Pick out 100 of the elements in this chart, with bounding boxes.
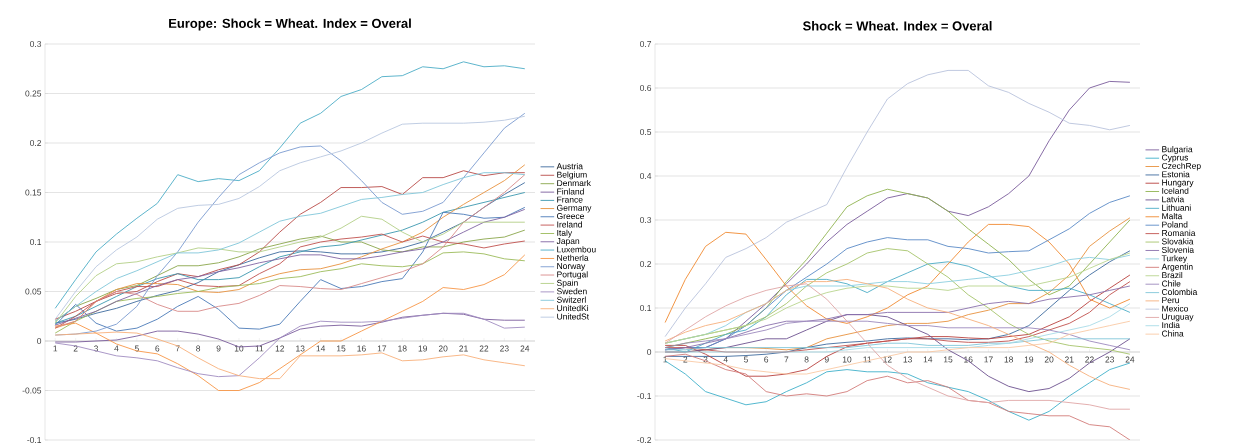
line-series bbox=[664, 223, 1131, 324]
chart-title: Shock = Wheat. Index = Overal bbox=[802, 21, 992, 31]
y-tick-label: 0.1 bbox=[640, 305, 652, 311]
x-tick-label: 8 bbox=[196, 345, 201, 352]
x-tick-label: 18 bbox=[1004, 356, 1013, 363]
legend-label: UnitedSt bbox=[557, 313, 590, 320]
x-tick-label: 7 bbox=[784, 356, 789, 363]
y-tick-label: 0.6 bbox=[640, 85, 652, 91]
x-tick-label: 22 bbox=[479, 345, 489, 352]
x-tick-label: 6 bbox=[155, 345, 160, 352]
x-tick-label: 4 bbox=[723, 356, 728, 363]
x-tick-label: 24 bbox=[1125, 356, 1135, 363]
y-tick-label: 0.3 bbox=[640, 217, 652, 223]
y-tick-label: 0.05 bbox=[25, 288, 42, 295]
x-tick-label: 13 bbox=[903, 356, 912, 363]
y-tick-label: 0.7 bbox=[640, 41, 652, 47]
legend-label: Italy bbox=[557, 229, 573, 238]
x-tick-label: 21 bbox=[459, 345, 468, 352]
x-tick-label: 14 bbox=[316, 345, 326, 352]
legend-label: Chile bbox=[1161, 280, 1181, 287]
x-tick-label: 23 bbox=[500, 345, 509, 352]
x-tick-label: 9 bbox=[216, 345, 221, 352]
y-tick-label: -0.2 bbox=[637, 437, 652, 443]
x-tick-label: 24 bbox=[520, 345, 530, 352]
y-tick-label: 0.15 bbox=[25, 189, 42, 196]
legend-label: Luxembou bbox=[557, 246, 596, 253]
x-tick-label: 1 bbox=[53, 345, 58, 352]
legend-label: CzechRep bbox=[1161, 162, 1201, 171]
x-tick-label: 22 bbox=[1085, 356, 1094, 363]
x-tick-label: 2 bbox=[73, 345, 78, 352]
legend-label: Bulgaria bbox=[1162, 146, 1193, 154]
x-tick-label: 20 bbox=[438, 345, 448, 352]
legend-label: Slovakia bbox=[1161, 238, 1194, 245]
legend-label: Austria bbox=[556, 163, 583, 170]
y-tick-label: 0.3 bbox=[30, 41, 42, 47]
legend-label: Switzerl bbox=[556, 296, 586, 303]
legend-label: China bbox=[1161, 330, 1184, 337]
legend-label: Spain bbox=[556, 279, 578, 288]
x-tick-label: 10 bbox=[842, 356, 852, 363]
y-tick-label: 0 bbox=[647, 349, 652, 355]
legend-label: France bbox=[557, 196, 583, 203]
x-tick-label: 10 bbox=[234, 345, 244, 352]
x-tick-label: 9 bbox=[824, 356, 829, 363]
x-tick-label: 8 bbox=[804, 356, 809, 363]
y-tick-label: 0.1 bbox=[30, 239, 42, 245]
x-tick-label: 21 bbox=[1064, 356, 1074, 363]
y-tick-label: 0 bbox=[37, 338, 42, 344]
x-tick-label: 11 bbox=[255, 345, 264, 352]
y-tick-label: 0.2 bbox=[30, 140, 42, 146]
legend-label: Japan bbox=[556, 238, 580, 246]
legend-label: Uruguay bbox=[1162, 313, 1194, 322]
legend-label: Romania bbox=[1162, 229, 1196, 237]
legend-label: Peru bbox=[1162, 297, 1179, 304]
x-tick-label: 4 bbox=[114, 345, 119, 352]
x-tick-label: 1 bbox=[663, 356, 668, 363]
legend-label: Lithuani bbox=[1162, 204, 1191, 211]
legend-label: Argentin bbox=[1161, 263, 1193, 272]
line-series bbox=[54, 251, 526, 334]
x-tick-label: 3 bbox=[94, 345, 99, 352]
legend-label: Norway bbox=[557, 263, 586, 271]
legend-label: Hungary bbox=[1162, 179, 1194, 188]
legend-label: Latvia bbox=[1162, 196, 1185, 203]
x-tick-label: 2 bbox=[683, 356, 688, 363]
legend-label: Sweden bbox=[556, 288, 587, 295]
chart-title: Europe: Shock = Wheat. Index = Overal bbox=[169, 18, 411, 31]
x-tick-label: 14 bbox=[923, 356, 933, 363]
legend-label: Brazil bbox=[1162, 271, 1183, 279]
y-tick-label: -0.1 bbox=[637, 393, 652, 399]
y-tick-label: -0.05 bbox=[22, 387, 42, 394]
legend-label: Portugal bbox=[557, 271, 588, 280]
legend-label: India bbox=[1162, 321, 1180, 329]
legend-label: Iceland bbox=[1162, 187, 1189, 194]
x-tick-label: 19 bbox=[418, 345, 428, 352]
legend-label: Mexico bbox=[1162, 305, 1189, 312]
x-tick-label: 5 bbox=[743, 356, 748, 363]
legend-label: Malta bbox=[1162, 212, 1183, 220]
x-tick-label: 16 bbox=[357, 345, 366, 352]
y-tick-label: 0.2 bbox=[640, 261, 652, 267]
x-tick-label: 7 bbox=[175, 345, 180, 352]
x-tick-label: 17 bbox=[377, 345, 387, 352]
x-tick-label: 19 bbox=[1024, 356, 1034, 363]
legend-label: Belgium bbox=[557, 171, 587, 180]
legend-label: Netherla bbox=[557, 254, 589, 261]
x-tick-label: 15 bbox=[336, 345, 346, 352]
x-tick-label: 17 bbox=[984, 356, 993, 363]
legend-label: UnitedKi bbox=[557, 304, 589, 312]
y-tick-label: 0.4 bbox=[640, 173, 652, 179]
legend-label: Greece bbox=[557, 213, 584, 220]
legend-label: Cyprus bbox=[1161, 154, 1189, 163]
x-tick-label: 15 bbox=[943, 356, 953, 363]
line-series bbox=[54, 61, 526, 309]
legend-label: Denmark bbox=[557, 179, 591, 187]
legend-label: Finland bbox=[557, 188, 584, 195]
x-tick-label: 3 bbox=[703, 356, 708, 363]
x-tick-label: 23 bbox=[1105, 356, 1115, 363]
legend-label: Ireland bbox=[557, 221, 582, 228]
x-tick-label: 13 bbox=[296, 345, 305, 352]
x-tick-label: 5 bbox=[134, 345, 139, 352]
x-tick-label: 12 bbox=[275, 345, 285, 352]
x-tick-label: 20 bbox=[1044, 356, 1054, 363]
